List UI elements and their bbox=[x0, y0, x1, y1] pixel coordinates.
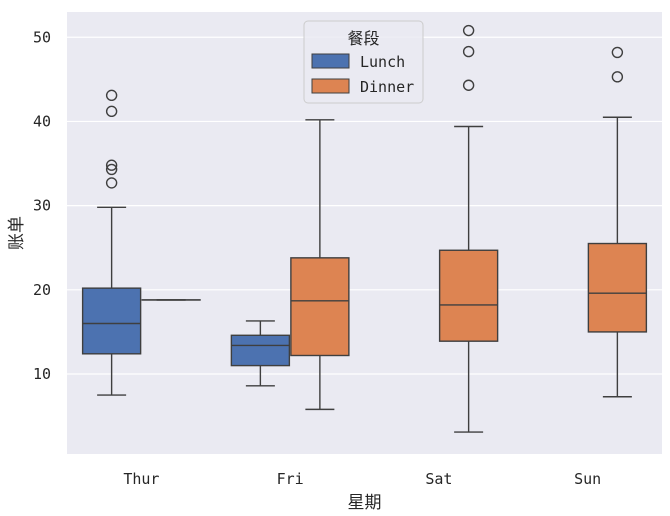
boxes bbox=[81, 24, 648, 433]
box-dinner-fri bbox=[290, 119, 350, 411]
box-lunch-fri bbox=[230, 320, 291, 387]
y-tick-labels: 10 20 30 40 50 bbox=[33, 28, 51, 383]
outlier-point bbox=[611, 71, 624, 83]
box-iqr bbox=[230, 334, 291, 367]
x-tick-label: Sat bbox=[425, 470, 452, 488]
x-tick-label: Thur bbox=[123, 470, 159, 488]
box-iqr bbox=[438, 249, 499, 342]
x-tick-labels: Thur Fri Sat Sun bbox=[123, 470, 601, 488]
outlier-point bbox=[462, 24, 475, 37]
legend-title: 餐段 bbox=[347, 29, 379, 48]
legend: 餐段 Lunch Dinner bbox=[303, 20, 424, 104]
outlier-point bbox=[611, 46, 624, 59]
y-tick-label: 40 bbox=[33, 112, 51, 130]
x-tick-label: Sun bbox=[574, 470, 601, 488]
box-iqr bbox=[81, 287, 142, 355]
y-axis-label: 账单 bbox=[7, 216, 27, 250]
outlier-point bbox=[105, 177, 118, 189]
box-iqr bbox=[290, 257, 350, 357]
x-tick-label: Fri bbox=[277, 470, 304, 488]
x-axis-label: 星期 bbox=[348, 493, 382, 513]
legend-swatch-dinner bbox=[311, 78, 350, 94]
grid-lines bbox=[67, 36, 662, 375]
legend-label-dinner: Dinner bbox=[360, 78, 414, 96]
y-tick-label: 10 bbox=[33, 365, 51, 383]
legend-swatch-lunch bbox=[311, 53, 350, 69]
box-dinner-sun bbox=[587, 46, 648, 398]
legend-label-lunch: Lunch bbox=[360, 53, 405, 71]
outlier-point bbox=[105, 163, 118, 176]
outlier-point bbox=[105, 89, 118, 102]
box-dinner-sat bbox=[438, 24, 499, 433]
y-tick-label: 20 bbox=[33, 281, 51, 299]
outlier-point bbox=[105, 159, 118, 171]
y-tick-label: 30 bbox=[33, 197, 51, 215]
box-lunch-thur bbox=[81, 89, 142, 396]
y-tick-label: 50 bbox=[33, 28, 51, 46]
outlier-point bbox=[105, 105, 118, 118]
box-iqr bbox=[587, 242, 648, 333]
outlier-point bbox=[462, 45, 475, 58]
outlier-point bbox=[462, 79, 475, 91]
